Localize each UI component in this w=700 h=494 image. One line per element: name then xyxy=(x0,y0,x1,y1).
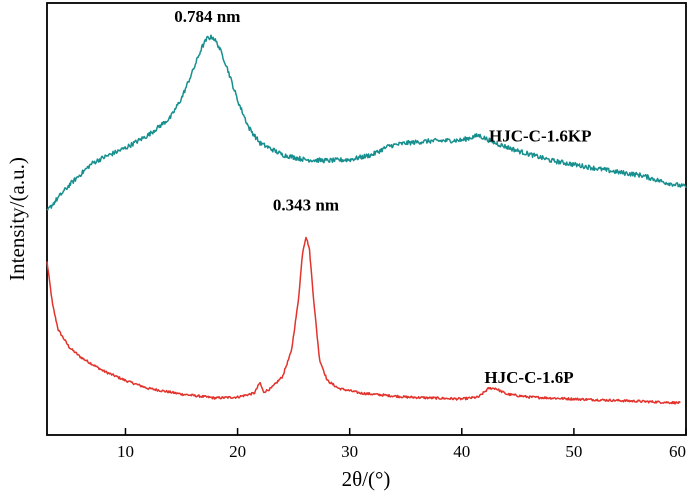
annotation-label: 0.784 nm xyxy=(174,7,240,26)
annotation-label: HJC-C-1.6KP xyxy=(489,126,591,145)
series-line-1 xyxy=(46,236,681,405)
x-tick-label: 40 xyxy=(453,442,470,461)
x-tick-label: 10 xyxy=(117,442,134,461)
x-tick-label: 30 xyxy=(341,442,358,461)
annotation-layer: 0.343 nm HJC-C-1.6P 0.784 nm HJC-C-1.6KP xyxy=(174,7,591,387)
y-axis-title: Intensity/(a.u.) xyxy=(5,157,29,281)
series-line-2 xyxy=(46,34,687,211)
x-axis-title: 2θ/(°) xyxy=(342,467,391,491)
plot-frame xyxy=(46,2,687,436)
x-tick-label: 60 xyxy=(669,442,686,461)
x-tick-label: 50 xyxy=(565,442,582,461)
annotation-label: HJC-C-1.6P xyxy=(484,368,573,387)
x-axis-ticks: 10 20 30 40 50 60 xyxy=(117,428,687,461)
annotation-label: 0.343 nm xyxy=(273,196,339,215)
x-tick-label: 20 xyxy=(229,442,246,461)
series-layer xyxy=(46,34,687,405)
